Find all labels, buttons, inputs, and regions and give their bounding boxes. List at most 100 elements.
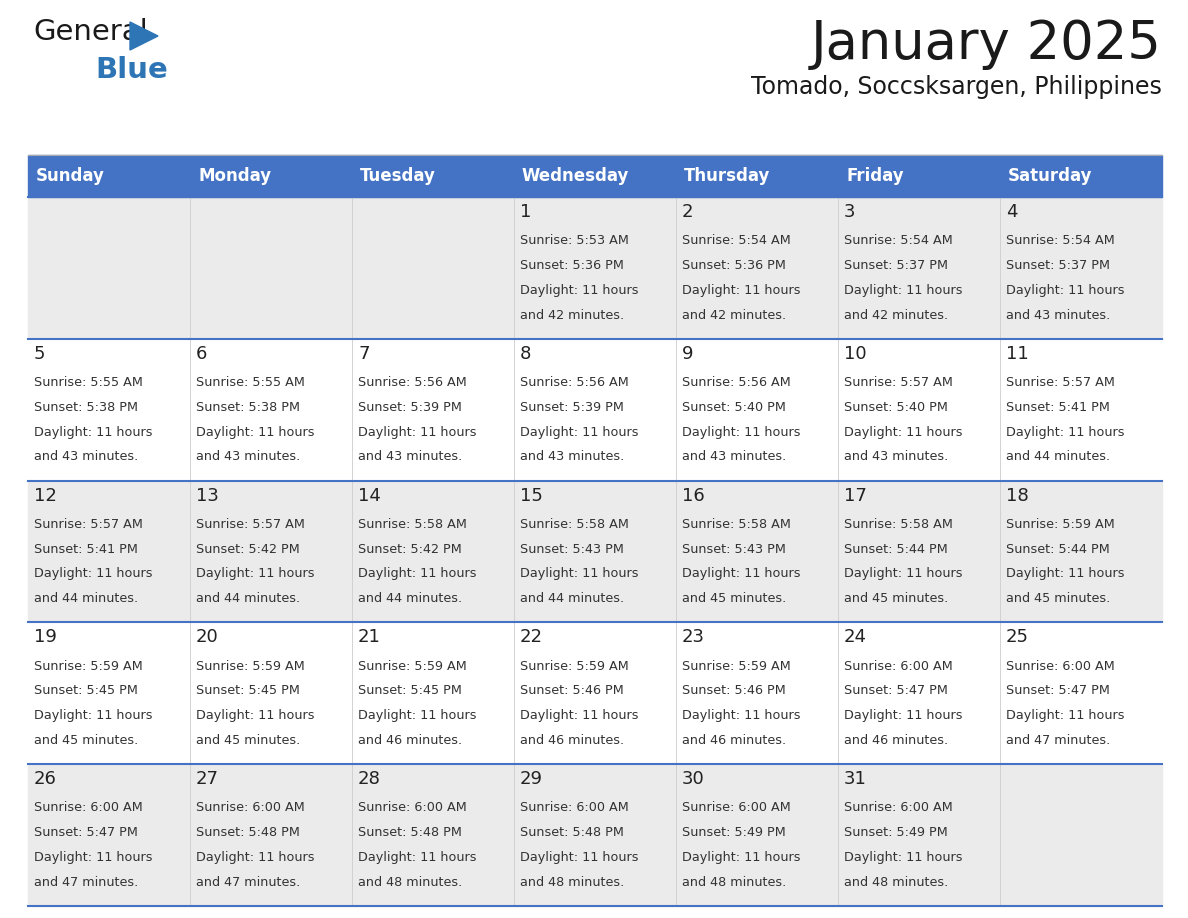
Text: Daylight: 11 hours: Daylight: 11 hours	[196, 567, 315, 580]
Text: Sunset: 5:49 PM: Sunset: 5:49 PM	[682, 826, 785, 839]
Text: Daylight: 11 hours: Daylight: 11 hours	[34, 851, 152, 864]
Text: 30: 30	[682, 770, 704, 789]
Text: Sunday: Sunday	[36, 167, 105, 185]
Text: and 45 minutes.: and 45 minutes.	[682, 592, 786, 605]
Text: Daylight: 11 hours: Daylight: 11 hours	[34, 567, 152, 580]
Text: Sunrise: 5:57 AM: Sunrise: 5:57 AM	[196, 518, 305, 531]
Text: Sunrise: 5:54 AM: Sunrise: 5:54 AM	[843, 234, 953, 247]
Text: Sunrise: 5:55 AM: Sunrise: 5:55 AM	[196, 376, 305, 389]
Text: and 48 minutes.: and 48 minutes.	[682, 876, 786, 889]
Text: Sunrise: 5:59 AM: Sunrise: 5:59 AM	[682, 660, 791, 673]
Text: Daylight: 11 hours: Daylight: 11 hours	[1006, 426, 1125, 439]
Text: 10: 10	[843, 345, 866, 363]
Text: Sunrise: 5:54 AM: Sunrise: 5:54 AM	[682, 234, 791, 247]
Text: 2: 2	[682, 203, 694, 221]
Text: Wednesday: Wednesday	[522, 167, 630, 185]
Text: and 43 minutes.: and 43 minutes.	[196, 451, 301, 464]
Text: Sunset: 5:40 PM: Sunset: 5:40 PM	[843, 401, 948, 414]
Text: and 43 minutes.: and 43 minutes.	[843, 451, 948, 464]
Text: Sunrise: 5:59 AM: Sunrise: 5:59 AM	[196, 660, 305, 673]
Text: 19: 19	[34, 629, 57, 646]
Text: Sunset: 5:49 PM: Sunset: 5:49 PM	[843, 826, 948, 839]
Text: Sunrise: 5:56 AM: Sunrise: 5:56 AM	[520, 376, 628, 389]
Text: 24: 24	[843, 629, 867, 646]
Text: and 48 minutes.: and 48 minutes.	[358, 876, 462, 889]
Text: and 48 minutes.: and 48 minutes.	[520, 876, 624, 889]
Text: and 44 minutes.: and 44 minutes.	[196, 592, 301, 605]
Text: Daylight: 11 hours: Daylight: 11 hours	[358, 426, 476, 439]
Text: Sunrise: 5:56 AM: Sunrise: 5:56 AM	[682, 376, 791, 389]
Text: Daylight: 11 hours: Daylight: 11 hours	[34, 710, 152, 722]
Text: Sunrise: 6:00 AM: Sunrise: 6:00 AM	[358, 801, 467, 814]
Text: Sunrise: 5:59 AM: Sunrise: 5:59 AM	[520, 660, 628, 673]
Text: 13: 13	[196, 487, 219, 505]
Text: Sunset: 5:39 PM: Sunset: 5:39 PM	[358, 401, 462, 414]
Text: Sunset: 5:41 PM: Sunset: 5:41 PM	[1006, 401, 1110, 414]
Text: and 44 minutes.: and 44 minutes.	[34, 592, 138, 605]
Text: Sunrise: 5:55 AM: Sunrise: 5:55 AM	[34, 376, 143, 389]
Text: and 45 minutes.: and 45 minutes.	[196, 734, 301, 747]
Text: Daylight: 11 hours: Daylight: 11 hours	[196, 710, 315, 722]
Text: Sunrise: 6:00 AM: Sunrise: 6:00 AM	[843, 660, 953, 673]
Text: and 42 minutes.: and 42 minutes.	[520, 308, 624, 321]
Text: Daylight: 11 hours: Daylight: 11 hours	[843, 284, 962, 297]
Bar	[29, 155, 1162, 197]
Text: and 46 minutes.: and 46 minutes.	[520, 734, 624, 747]
Text: Daylight: 11 hours: Daylight: 11 hours	[520, 710, 638, 722]
Bar	[29, 764, 1162, 906]
Text: Daylight: 11 hours: Daylight: 11 hours	[196, 851, 315, 864]
Text: and 45 minutes.: and 45 minutes.	[1006, 592, 1111, 605]
Bar	[29, 197, 1162, 339]
Text: Daylight: 11 hours: Daylight: 11 hours	[34, 426, 152, 439]
Text: Sunrise: 5:54 AM: Sunrise: 5:54 AM	[1006, 234, 1114, 247]
Text: and 43 minutes.: and 43 minutes.	[682, 451, 786, 464]
Text: Monday: Monday	[198, 167, 271, 185]
Text: Sunset: 5:45 PM: Sunset: 5:45 PM	[196, 685, 299, 698]
Text: 8: 8	[520, 345, 531, 363]
Text: and 45 minutes.: and 45 minutes.	[843, 592, 948, 605]
Text: Sunrise: 5:58 AM: Sunrise: 5:58 AM	[843, 518, 953, 531]
Text: and 44 minutes.: and 44 minutes.	[1006, 451, 1110, 464]
Text: 23: 23	[682, 629, 704, 646]
Text: Sunset: 5:37 PM: Sunset: 5:37 PM	[1006, 259, 1110, 272]
Text: and 43 minutes.: and 43 minutes.	[34, 451, 138, 464]
Text: Thursday: Thursday	[684, 167, 770, 185]
Text: Sunrise: 5:59 AM: Sunrise: 5:59 AM	[1006, 518, 1114, 531]
Text: Sunset: 5:37 PM: Sunset: 5:37 PM	[843, 259, 948, 272]
Text: Sunset: 5:43 PM: Sunset: 5:43 PM	[682, 543, 786, 555]
Text: Sunset: 5:38 PM: Sunset: 5:38 PM	[196, 401, 301, 414]
Text: and 46 minutes.: and 46 minutes.	[682, 734, 786, 747]
Text: Sunset: 5:47 PM: Sunset: 5:47 PM	[843, 685, 948, 698]
Text: Sunrise: 6:00 AM: Sunrise: 6:00 AM	[1006, 660, 1114, 673]
Text: Tomado, Soccsksargen, Philippines: Tomado, Soccsksargen, Philippines	[751, 75, 1162, 99]
Text: and 44 minutes.: and 44 minutes.	[520, 592, 624, 605]
Text: Sunrise: 6:00 AM: Sunrise: 6:00 AM	[196, 801, 305, 814]
Text: 3: 3	[843, 203, 855, 221]
Text: Sunset: 5:46 PM: Sunset: 5:46 PM	[682, 685, 785, 698]
Text: Sunset: 5:40 PM: Sunset: 5:40 PM	[682, 401, 786, 414]
Text: Sunset: 5:43 PM: Sunset: 5:43 PM	[520, 543, 624, 555]
Text: Sunrise: 5:58 AM: Sunrise: 5:58 AM	[358, 518, 467, 531]
Text: and 45 minutes.: and 45 minutes.	[34, 734, 138, 747]
Text: Sunset: 5:39 PM: Sunset: 5:39 PM	[520, 401, 624, 414]
Text: Sunrise: 6:00 AM: Sunrise: 6:00 AM	[843, 801, 953, 814]
Text: Sunrise: 6:00 AM: Sunrise: 6:00 AM	[520, 801, 628, 814]
Text: 28: 28	[358, 770, 381, 789]
Text: Sunset: 5:42 PM: Sunset: 5:42 PM	[196, 543, 299, 555]
Text: Daylight: 11 hours: Daylight: 11 hours	[843, 710, 962, 722]
Text: 17: 17	[843, 487, 867, 505]
Text: 7: 7	[358, 345, 369, 363]
Text: and 47 minutes.: and 47 minutes.	[34, 876, 138, 889]
Text: Daylight: 11 hours: Daylight: 11 hours	[843, 851, 962, 864]
Text: Sunset: 5:48 PM: Sunset: 5:48 PM	[196, 826, 299, 839]
Text: Daylight: 11 hours: Daylight: 11 hours	[358, 851, 476, 864]
Text: Sunrise: 5:59 AM: Sunrise: 5:59 AM	[358, 660, 467, 673]
Text: Sunset: 5:38 PM: Sunset: 5:38 PM	[34, 401, 138, 414]
Text: Daylight: 11 hours: Daylight: 11 hours	[1006, 284, 1125, 297]
Text: Daylight: 11 hours: Daylight: 11 hours	[843, 426, 962, 439]
Text: 5: 5	[34, 345, 45, 363]
Text: 15: 15	[520, 487, 543, 505]
Text: 27: 27	[196, 770, 219, 789]
Text: and 46 minutes.: and 46 minutes.	[358, 734, 462, 747]
Text: Daylight: 11 hours: Daylight: 11 hours	[843, 567, 962, 580]
